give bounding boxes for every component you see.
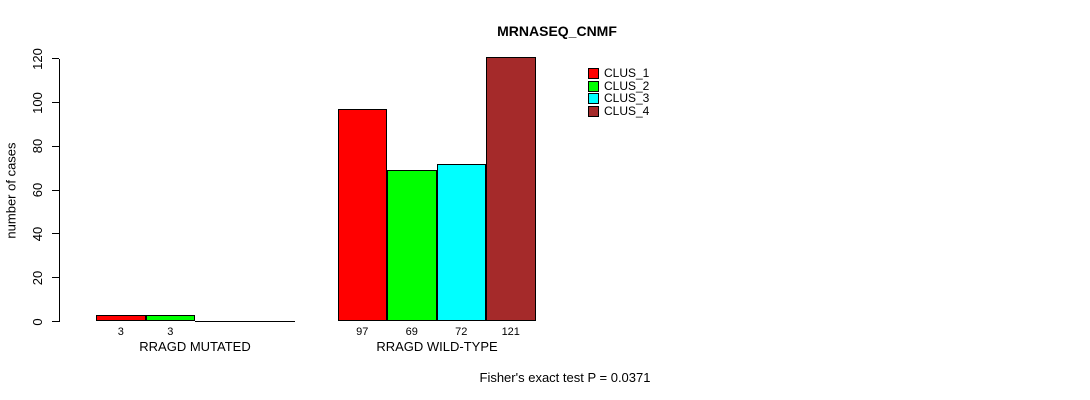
bar-value-label: 121 bbox=[501, 326, 520, 338]
legend-swatch-clus_4 bbox=[588, 105, 599, 117]
zero-bar-clus_4-0 bbox=[244, 320, 295, 322]
pvalue-annotation: Fisher's exact test P = 0.0371 bbox=[479, 370, 651, 385]
zero-bar-clus_3-0 bbox=[195, 320, 246, 322]
bar-clus_4-1 bbox=[486, 56, 536, 322]
legend-swatch-clus_3 bbox=[588, 93, 599, 104]
bar-clus_2-1 bbox=[387, 170, 437, 322]
y-tick-label: 80 bbox=[30, 139, 45, 154]
legend-swatch-clus_1 bbox=[588, 68, 599, 79]
y-tick-label: 60 bbox=[30, 182, 45, 198]
y-tick-label: 120 bbox=[30, 47, 45, 70]
y-tick-mark bbox=[51, 233, 59, 235]
y-tick-mark bbox=[51, 277, 59, 279]
legend-label: CLUS_3 bbox=[604, 91, 650, 105]
x-group-label-wildtype: RRAGD WILD-TYPE bbox=[376, 339, 498, 354]
y-tick-label: 100 bbox=[30, 91, 45, 114]
bar-value-label: 3 bbox=[117, 326, 124, 338]
y-tick-label: 20 bbox=[30, 270, 45, 285]
bar-clus_1-1 bbox=[337, 109, 387, 322]
bar-value-label: 69 bbox=[405, 326, 418, 338]
legend-label: CLUS_2 bbox=[604, 78, 650, 93]
legend-swatch-clus_2 bbox=[588, 80, 599, 92]
legend-label: CLUS_4 bbox=[604, 103, 650, 118]
y-axis-label: number of cases bbox=[3, 142, 19, 239]
y-tick-mark bbox=[51, 102, 59, 103]
y-tick-mark bbox=[51, 145, 59, 147]
y-tick-label: 40 bbox=[30, 226, 45, 242]
y-tick-mark bbox=[51, 58, 59, 60]
bar-clus_1-0 bbox=[96, 314, 146, 322]
legend-label: CLUS_1 bbox=[604, 66, 650, 80]
bar-value-label: 72 bbox=[455, 326, 468, 338]
bar-value-label: 3 bbox=[167, 326, 174, 338]
y-tick-label: 0 bbox=[30, 317, 45, 326]
bar-clus_3-1 bbox=[436, 163, 486, 322]
bar-value-label: 97 bbox=[356, 326, 369, 338]
y-tick-mark bbox=[51, 321, 59, 322]
chart-title: MRNASEQ_CNMF bbox=[497, 23, 617, 39]
y-tick-mark bbox=[51, 189, 59, 191]
bar-clus_2-0 bbox=[145, 314, 195, 322]
x-group-label-mutated: RRAGD MUTATED bbox=[139, 339, 251, 354]
y-axis-line bbox=[58, 58, 60, 323]
